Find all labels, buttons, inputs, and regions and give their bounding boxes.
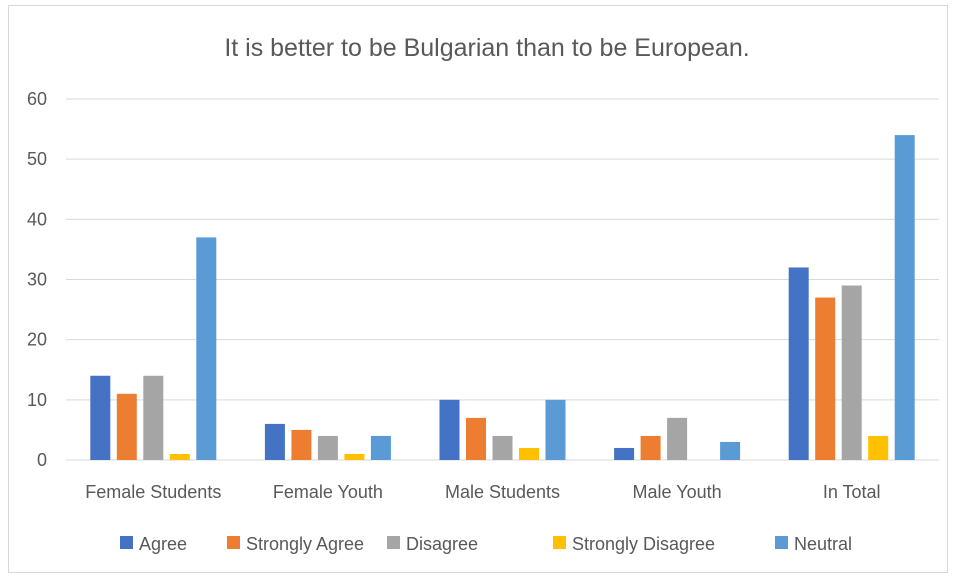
- bar-neutral: [720, 441, 741, 460]
- bar-strongly-agree: [466, 417, 486, 460]
- bar-strongly-disagree: [519, 447, 539, 460]
- bar-strongly-agree: [116, 393, 137, 460]
- y-tick-label: 40: [27, 209, 47, 229]
- legend-label: Neutral: [794, 534, 852, 554]
- bar-strongly-disagree: [868, 435, 889, 460]
- x-category-label: Female Youth: [273, 482, 383, 502]
- y-tick-label: 10: [27, 390, 47, 410]
- bar-agree: [788, 267, 809, 460]
- bar-strongly-agree: [291, 429, 312, 460]
- legend-label: Agree: [139, 534, 187, 554]
- x-category-label: Female Students: [85, 482, 221, 502]
- y-axis-ticks: 0 10 20 30 40 50 60: [27, 89, 47, 470]
- chart-title: It is better to be Bulgarian than to be …: [224, 34, 749, 62]
- legend-swatch: [227, 536, 240, 549]
- bar-agree: [614, 447, 635, 460]
- x-category-label: Male Youth: [633, 482, 722, 502]
- legend: Agree Strongly Agree Disagree Strongly Disa…: [120, 534, 852, 554]
- legend-label: Disagree: [406, 534, 478, 554]
- bar-neutral: [370, 435, 391, 460]
- y-tick-label: 50: [27, 149, 47, 169]
- bar-agree: [90, 375, 111, 460]
- y-tick-label: 20: [27, 330, 47, 350]
- bar-neutral: [196, 237, 217, 460]
- bar-disagree: [667, 417, 688, 460]
- bar-strongly-disagree: [344, 453, 365, 460]
- bar-neutral: [545, 399, 566, 460]
- bar-agree: [264, 423, 285, 460]
- legend-label: Strongly Agree: [246, 534, 364, 554]
- bar-neutral: [894, 135, 915, 460]
- bar-strongly-agree: [815, 297, 836, 460]
- bars: [90, 135, 915, 460]
- x-category-label: Male Students: [445, 482, 560, 502]
- bar-disagree: [317, 435, 338, 460]
- bar-strongly-agree: [640, 435, 661, 460]
- legend-swatch: [775, 536, 788, 549]
- chart-frame: It is better to be Bulgarian than to be …: [8, 5, 948, 573]
- legend-swatch: [120, 536, 133, 549]
- y-tick-label: 0: [37, 450, 47, 470]
- bar-disagree: [143, 375, 164, 460]
- legend-label: Strongly Disagree: [572, 534, 715, 554]
- bar-disagree: [492, 435, 513, 460]
- x-axis-categories: Female Students Female Youth Male Students…: [85, 482, 880, 502]
- x-category-label: In Total: [823, 482, 881, 502]
- bar-chart: It is better to be Bulgarian than to be …: [27, 34, 939, 554]
- bar-disagree: [841, 285, 862, 460]
- bar-agree: [439, 399, 460, 460]
- legend-swatch: [387, 536, 400, 549]
- legend-swatch: [553, 536, 566, 549]
- bar-strongly-disagree: [169, 453, 190, 460]
- y-tick-label: 30: [27, 270, 47, 290]
- y-tick-label: 60: [27, 89, 47, 109]
